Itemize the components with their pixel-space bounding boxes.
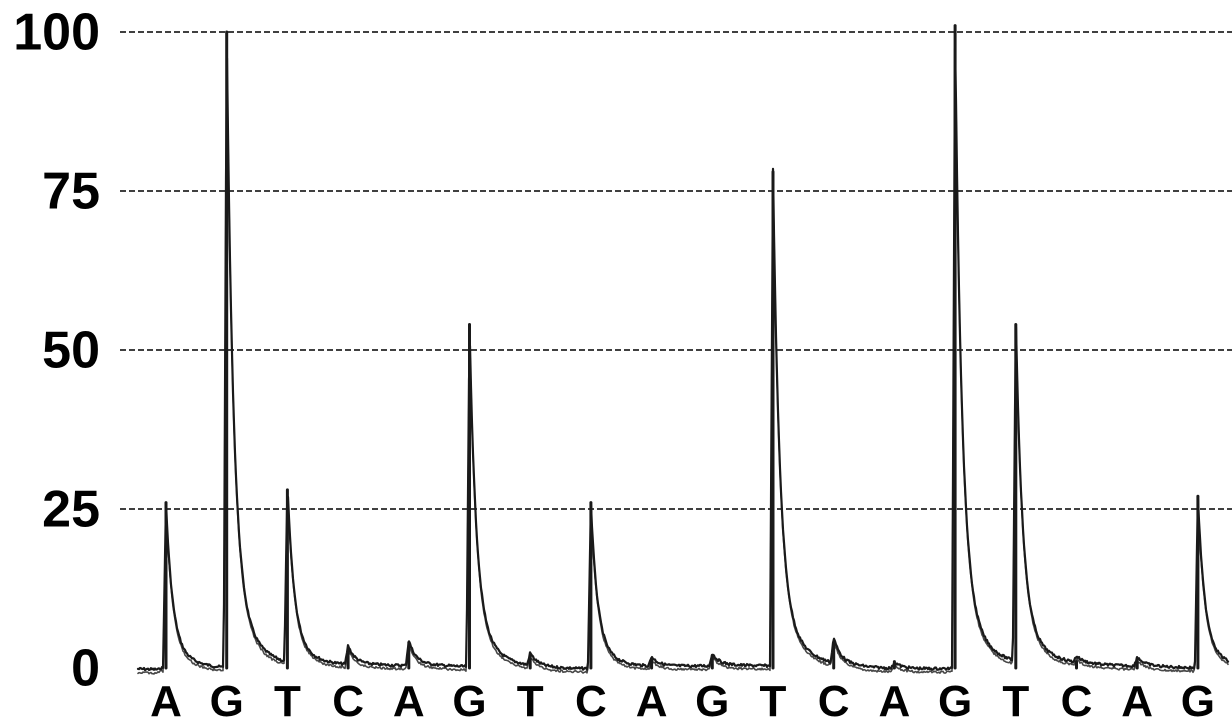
x-tick-label: C <box>818 677 850 726</box>
grid-lines <box>120 31 1232 510</box>
x-tick-label: C <box>1061 677 1093 726</box>
x-tick-label: T <box>1002 677 1029 726</box>
y-tick-label: 25 <box>42 481 100 539</box>
x-tick-label: A <box>150 677 182 726</box>
y-tick-label: 100 <box>13 4 100 62</box>
x-tick-label: T <box>760 677 787 726</box>
x-tick-label: A <box>1121 677 1153 726</box>
y-tick-label: 75 <box>42 163 100 221</box>
x-tick-label: T <box>274 677 301 726</box>
x-tick-label: A <box>636 677 668 726</box>
x-tick-label: A <box>879 677 911 726</box>
x-tick-label: G <box>210 677 244 726</box>
signal-trace-secondary <box>137 50 1229 675</box>
y-tick-label: 0 <box>71 640 100 698</box>
x-tick-label: T <box>517 677 544 726</box>
x-tick-label: A <box>393 677 425 726</box>
y-tick-label: 50 <box>42 322 100 380</box>
signal-trace-primary <box>136 47 1230 672</box>
y-axis-tick-labels: 0 25 50 75 100 <box>13 4 100 698</box>
signal-traces <box>136 47 1230 675</box>
x-tick-label: G <box>1181 677 1215 726</box>
x-tick-label: G <box>938 677 972 726</box>
x-tick-label: G <box>695 677 729 726</box>
x-tick-label: C <box>575 677 607 726</box>
x-tick-label: C <box>332 677 364 726</box>
peak-markers <box>164 24 1200 670</box>
x-tick-label: G <box>452 677 486 726</box>
